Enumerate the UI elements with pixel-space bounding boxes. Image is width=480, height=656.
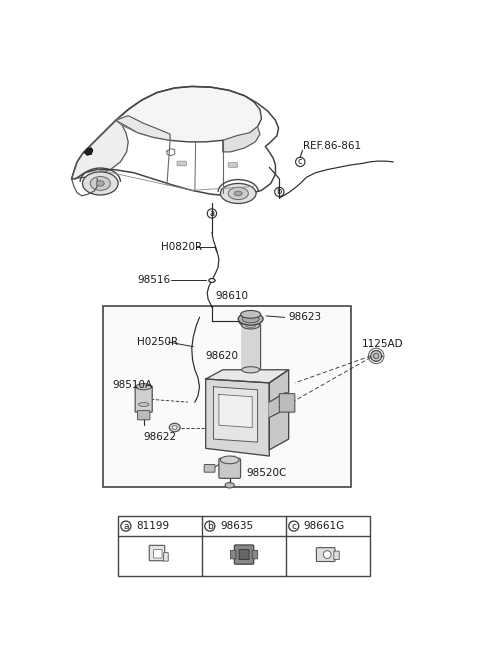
- FancyBboxPatch shape: [149, 545, 165, 561]
- Text: 98620: 98620: [206, 351, 239, 361]
- Circle shape: [373, 353, 379, 359]
- Circle shape: [371, 350, 382, 361]
- FancyBboxPatch shape: [154, 550, 162, 558]
- FancyBboxPatch shape: [219, 459, 240, 478]
- Text: H0820R: H0820R: [161, 241, 202, 252]
- FancyBboxPatch shape: [279, 394, 295, 412]
- Ellipse shape: [96, 181, 104, 186]
- FancyBboxPatch shape: [234, 545, 254, 564]
- Ellipse shape: [90, 176, 110, 190]
- FancyBboxPatch shape: [242, 323, 260, 370]
- Ellipse shape: [240, 310, 261, 318]
- Text: 98510A: 98510A: [113, 380, 153, 390]
- Text: 98516: 98516: [137, 276, 170, 285]
- Polygon shape: [85, 148, 93, 155]
- FancyBboxPatch shape: [334, 551, 339, 560]
- Ellipse shape: [172, 426, 177, 430]
- FancyBboxPatch shape: [252, 550, 258, 559]
- Text: 98661G: 98661G: [304, 521, 345, 531]
- FancyBboxPatch shape: [135, 386, 152, 412]
- Polygon shape: [206, 379, 269, 456]
- Ellipse shape: [238, 313, 263, 325]
- Text: 98610: 98610: [215, 291, 248, 301]
- Ellipse shape: [169, 423, 180, 432]
- FancyBboxPatch shape: [177, 161, 186, 166]
- Ellipse shape: [242, 367, 260, 373]
- Text: H0250R: H0250R: [137, 337, 179, 347]
- Ellipse shape: [83, 172, 118, 195]
- Ellipse shape: [209, 279, 215, 282]
- Polygon shape: [269, 393, 288, 417]
- FancyBboxPatch shape: [164, 552, 168, 561]
- Bar: [103, 306, 350, 487]
- Ellipse shape: [242, 321, 260, 329]
- Text: b: b: [276, 188, 282, 196]
- Text: REF.86-861: REF.86-861: [302, 142, 360, 152]
- Ellipse shape: [242, 315, 259, 323]
- Polygon shape: [223, 127, 260, 152]
- Text: 98622: 98622: [144, 432, 177, 441]
- Ellipse shape: [220, 184, 256, 203]
- Circle shape: [324, 551, 331, 558]
- Ellipse shape: [225, 483, 234, 488]
- Text: c: c: [298, 157, 302, 167]
- Ellipse shape: [136, 384, 152, 390]
- Ellipse shape: [234, 191, 242, 195]
- FancyBboxPatch shape: [137, 411, 150, 420]
- Text: a: a: [123, 522, 129, 531]
- FancyBboxPatch shape: [239, 550, 249, 560]
- Text: 98520C: 98520C: [246, 468, 287, 478]
- FancyBboxPatch shape: [228, 163, 238, 167]
- Ellipse shape: [228, 188, 248, 199]
- Ellipse shape: [245, 323, 256, 327]
- Ellipse shape: [220, 456, 239, 464]
- Polygon shape: [269, 370, 288, 450]
- Ellipse shape: [138, 403, 149, 406]
- Bar: [118, 516, 370, 576]
- Polygon shape: [116, 115, 170, 140]
- Polygon shape: [214, 387, 258, 442]
- Polygon shape: [219, 394, 252, 428]
- FancyBboxPatch shape: [316, 548, 335, 562]
- Text: c: c: [291, 522, 296, 531]
- FancyBboxPatch shape: [204, 464, 215, 472]
- Polygon shape: [116, 87, 262, 142]
- Text: b: b: [207, 522, 213, 531]
- Polygon shape: [72, 120, 128, 179]
- Text: 1125AD: 1125AD: [362, 338, 404, 348]
- FancyBboxPatch shape: [230, 550, 236, 559]
- Polygon shape: [206, 370, 288, 383]
- Text: 81199: 81199: [136, 521, 169, 531]
- Text: a: a: [209, 209, 215, 218]
- Text: 98623: 98623: [288, 312, 322, 322]
- Text: 98635: 98635: [220, 521, 253, 531]
